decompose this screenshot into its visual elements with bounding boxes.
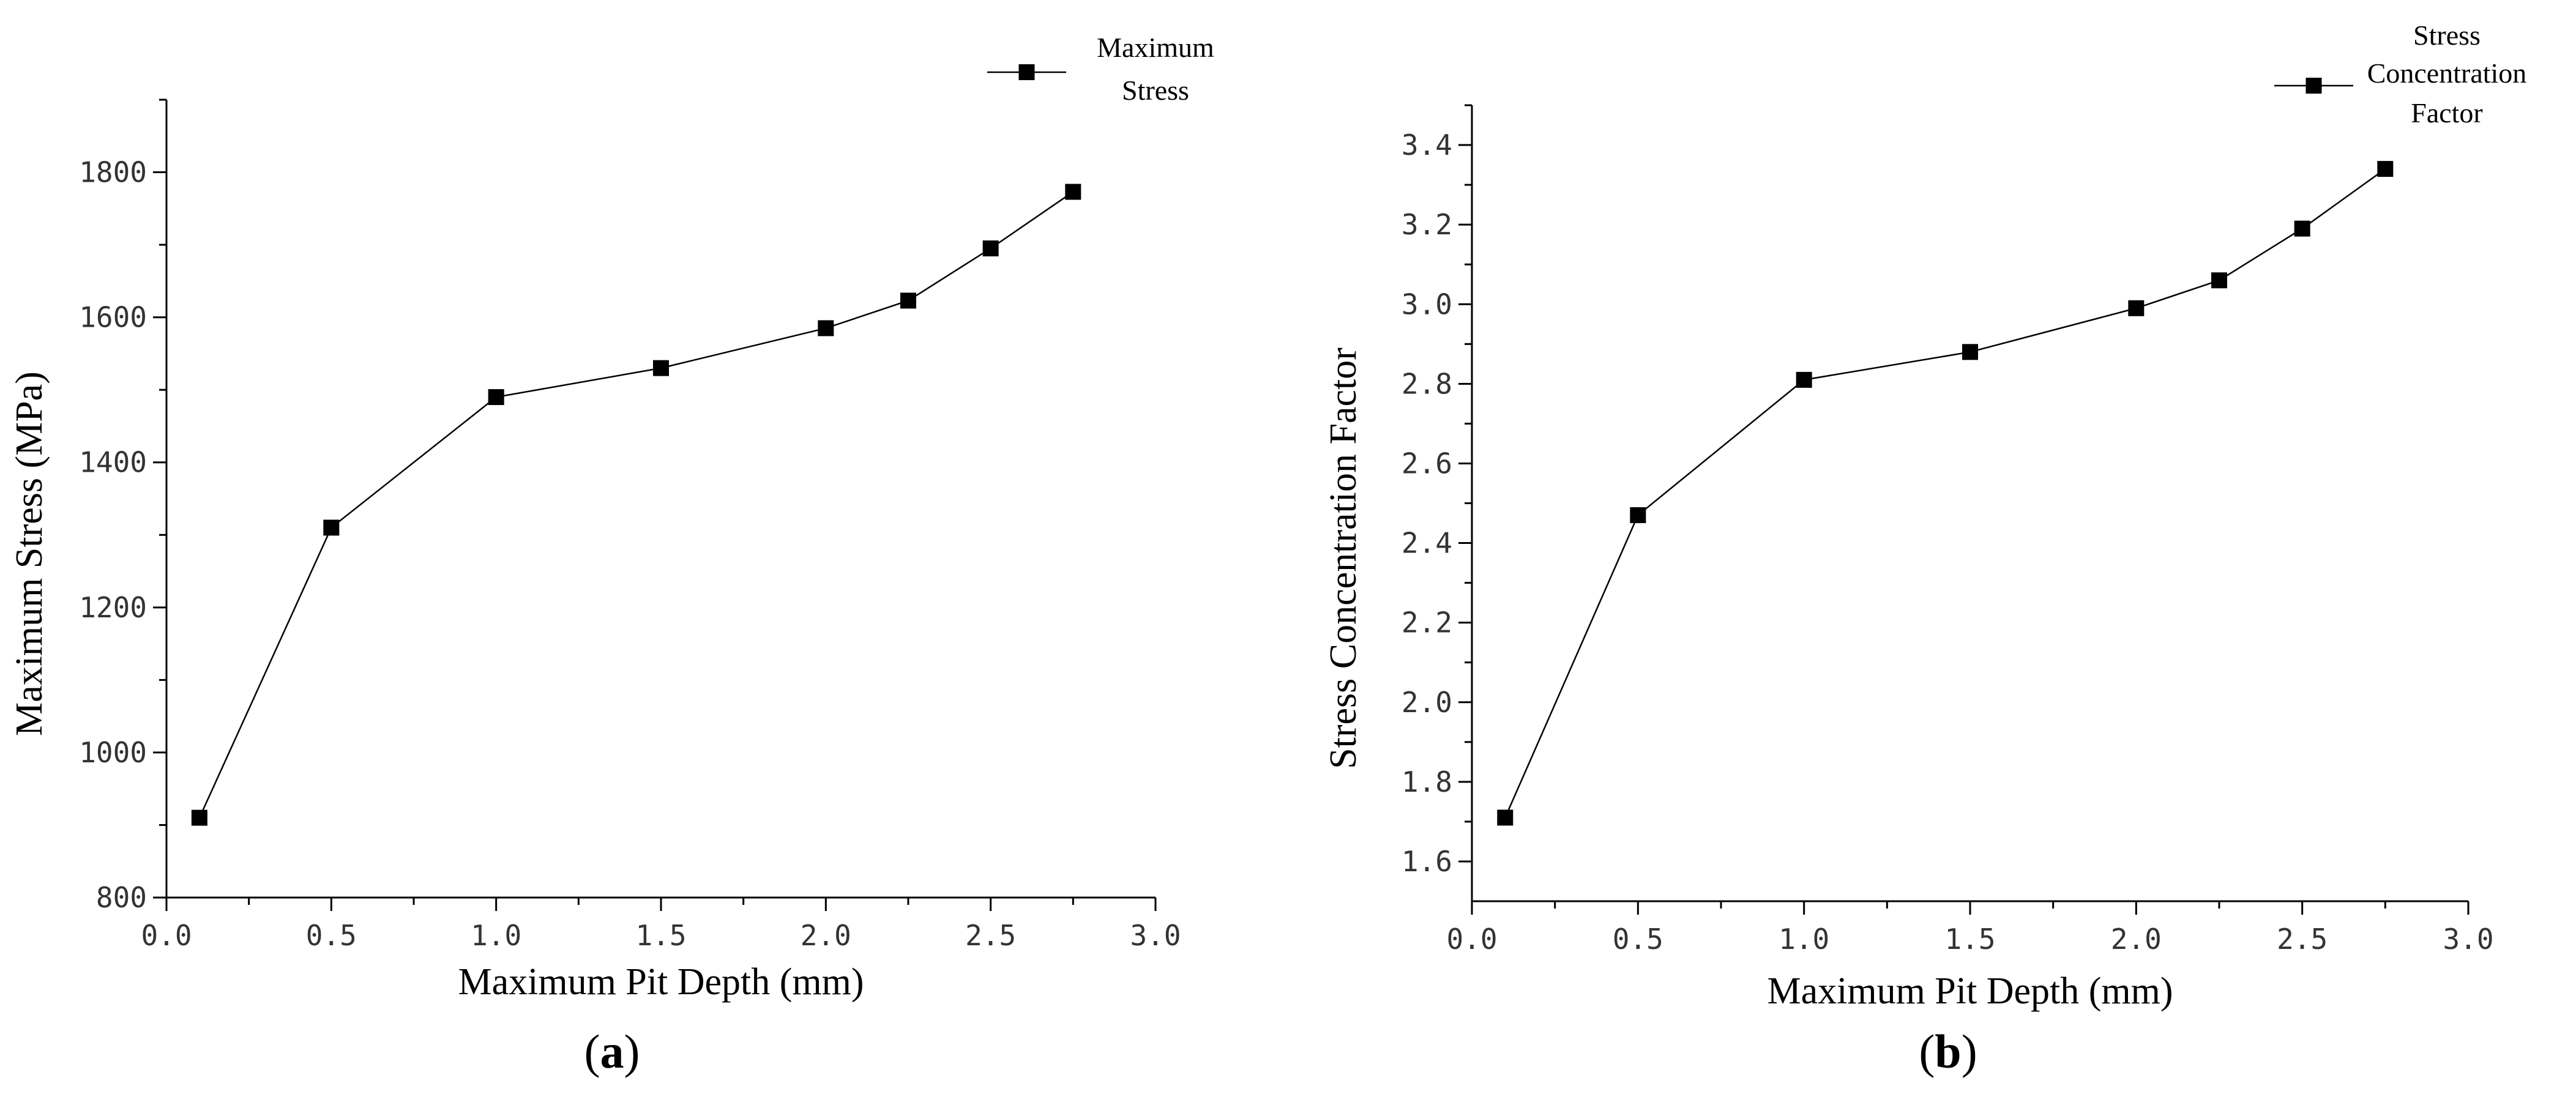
panel-label: (b) (1919, 1025, 1977, 1078)
panel-label: (a) (584, 1025, 640, 1078)
data-point-marker (900, 292, 916, 309)
y-tick-label: 3.4 (1402, 128, 1452, 162)
y-axis-label: Maximum Stress (MPa) (9, 371, 50, 736)
y-tick-label: 1.8 (1402, 765, 1452, 798)
legend-label: Factor (2411, 97, 2483, 128)
data-point-marker (323, 519, 340, 536)
chart-panel-a: 0.0 0.5 1.0 1.5 2.0 2.5 3.0 800 1000 1200 1400 1600… (9, 32, 1214, 1078)
x-tick-label: 1.0 (471, 919, 521, 952)
panel-label-letter: a (600, 1025, 624, 1078)
x-tick-label: 2.0 (801, 919, 851, 952)
y-tick-label: 1400 (79, 446, 147, 479)
panel-label-paren-close: ) (624, 1025, 640, 1078)
panel-label-paren-open: ( (584, 1025, 600, 1078)
x-tick-label: 0.5 (1613, 923, 1663, 956)
data-point-marker (2128, 300, 2145, 316)
data-point-marker (2377, 161, 2394, 177)
chart-panel-b: 0.0 0.5 1.0 1.5 2.0 2.5 3.0 1.6 1.8 2.0 2.2 2.4 2.6 2… (1323, 20, 2526, 1078)
data-point-marker (1796, 371, 1812, 388)
series-line (1504, 168, 2386, 818)
x-tick-label: 0.5 (306, 919, 357, 952)
y-tick-label: 1200 (79, 591, 147, 624)
x-tick-label: 1.5 (635, 919, 686, 952)
panel-label-paren-close: ) (1962, 1025, 1977, 1078)
series-line (198, 191, 1074, 819)
data-point-marker (2211, 272, 2227, 289)
legend-label: Concentration (2367, 58, 2527, 89)
y-tick-label: 3.0 (1402, 288, 1452, 321)
x-axis-label: Maximum Pit Depth (mm) (1767, 970, 2173, 1012)
x-tick-label: 3.0 (1130, 919, 1181, 952)
data-point-marker (1630, 507, 1646, 524)
x-tick-label: 3.0 (2443, 923, 2493, 956)
panel-label-paren-open: ( (1919, 1025, 1935, 1078)
data-point-marker (818, 320, 834, 337)
y-tick-label: 800 (96, 881, 147, 914)
data-point-marker (488, 389, 504, 406)
x-tick-label: 1.5 (1944, 923, 1995, 956)
data-point-marker (1065, 184, 1081, 200)
x-tick-label: 0.0 (1446, 923, 1497, 956)
y-tick-label: 2.8 (1402, 367, 1452, 400)
legend-label: Maximum (1097, 32, 1214, 63)
legend: Stress Concentration Factor (2274, 20, 2526, 128)
data-point-marker (1962, 344, 1978, 360)
data-point-marker (1497, 809, 1514, 826)
data-point-marker (191, 809, 207, 826)
x-tick-label: 2.5 (2277, 923, 2328, 956)
legend-marker-sample (1018, 64, 1035, 80)
legend-marker-sample (2305, 78, 2322, 94)
y-tick-label: 3.2 (1402, 208, 1452, 241)
legend-label: Stress (1122, 75, 1189, 106)
panel-label-letter: b (1935, 1025, 1961, 1078)
y-axis-label: Stress Concentration Factor (1323, 348, 1364, 769)
y-tick-label: 2.2 (1402, 606, 1452, 639)
y-tick-label: 2.6 (1402, 447, 1452, 480)
y-tick-label: 1.6 (1402, 845, 1452, 878)
y-tick-label: 2.0 (1402, 686, 1452, 719)
data-point-marker (653, 360, 669, 376)
legend: Maximum Stress (987, 32, 1214, 106)
x-axis-label: Maximum Pit Depth (mm) (458, 961, 864, 1003)
data-point-marker (982, 240, 999, 257)
y-tick-label: 1800 (79, 156, 147, 189)
y-tick-label: 1600 (79, 301, 147, 334)
x-tick-label: 1.0 (1779, 923, 1829, 956)
y-tick-label: 1000 (79, 736, 147, 769)
x-tick-label: 0.0 (141, 919, 192, 952)
data-point-marker (2294, 220, 2310, 237)
x-tick-label: 2.5 (965, 919, 1016, 952)
x-tick-label: 2.0 (2111, 923, 2162, 956)
y-tick-label: 2.4 (1402, 527, 1452, 560)
legend-label: Stress (2413, 20, 2481, 51)
